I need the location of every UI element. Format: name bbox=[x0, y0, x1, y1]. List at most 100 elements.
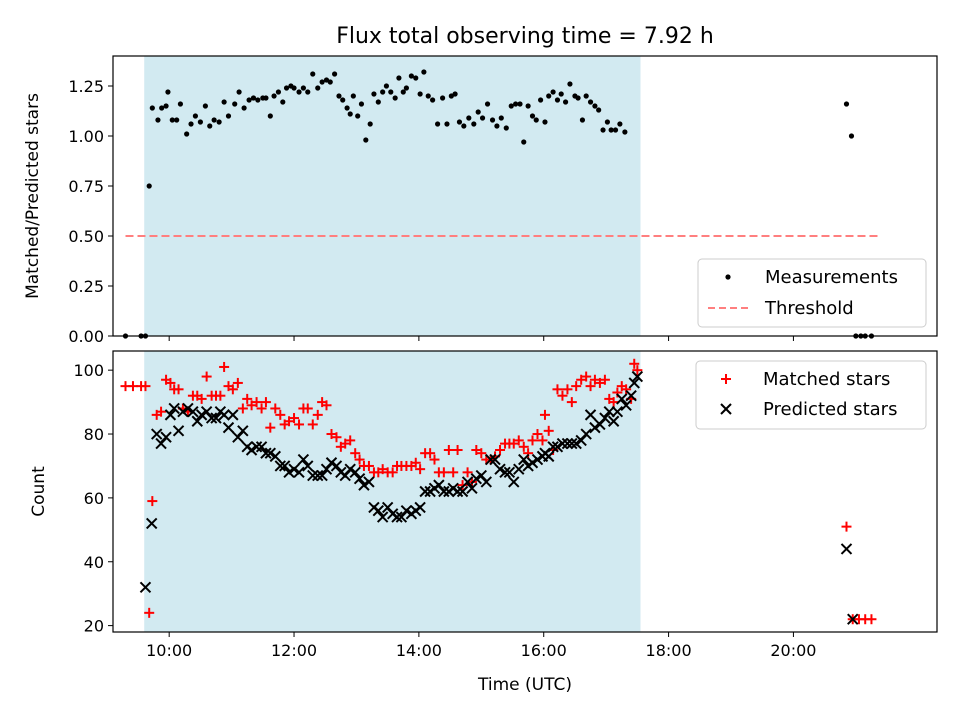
measurement-point bbox=[310, 71, 316, 77]
measurement-point bbox=[275, 89, 282, 95]
matched-star-point bbox=[275, 409, 286, 420]
matched-star-point bbox=[289, 413, 300, 424]
predicted-star-point bbox=[269, 450, 282, 463]
matched-star-point bbox=[410, 457, 421, 468]
measurement-point bbox=[358, 101, 365, 107]
predicted-star-point bbox=[288, 463, 300, 475]
matched-star-point bbox=[144, 607, 155, 618]
matched-star-point bbox=[345, 435, 356, 446]
measurement-point bbox=[263, 95, 269, 101]
matched-legend-marker bbox=[721, 374, 731, 384]
measurement-point bbox=[340, 97, 346, 103]
predicted-star-point bbox=[164, 409, 177, 421]
matched-star-point bbox=[201, 371, 212, 382]
predicted-star-point bbox=[456, 485, 469, 498]
matched-star-point bbox=[270, 403, 281, 414]
ratio-panel: 0.00 0.25 0.50 0.75 1.00 1.25 Matched/Predict… bbox=[23, 55, 938, 346]
predicted-star-point bbox=[840, 543, 853, 555]
measurement-point bbox=[236, 89, 242, 95]
predicted-star-point bbox=[466, 482, 478, 495]
predicted-star-point bbox=[293, 466, 305, 479]
predicted-star-point bbox=[353, 473, 366, 485]
predicted-star-point bbox=[438, 485, 450, 498]
measurement-point bbox=[149, 105, 155, 111]
predicted-star-point bbox=[480, 476, 493, 488]
predicted-star-point bbox=[628, 377, 640, 389]
measurement-point bbox=[466, 115, 472, 121]
measurement-point bbox=[498, 115, 504, 121]
predicted-star-point bbox=[245, 444, 258, 456]
measurement-point bbox=[452, 91, 458, 97]
count-panel: 20 40 60 80 100 10:00 12:00 14:00 16:00 18:00 20:… bbox=[29, 350, 938, 695]
measurement-point bbox=[355, 113, 361, 119]
y-tick-label: 1.25 bbox=[68, 77, 104, 96]
predicted-star-point bbox=[325, 457, 338, 469]
measurement-point bbox=[211, 117, 217, 123]
matched-star-point bbox=[599, 374, 610, 385]
predicted-star-point bbox=[499, 466, 511, 479]
legend-threshold-label: Threshold bbox=[764, 298, 854, 319]
measurement-point bbox=[403, 85, 409, 91]
measurement-point bbox=[484, 101, 491, 107]
measurement-point bbox=[575, 95, 581, 101]
matched-star-point bbox=[251, 397, 262, 408]
x-tick-label: 12:00 bbox=[271, 641, 317, 660]
matched-star-point bbox=[513, 435, 524, 446]
legend-matched-label: Matched stars bbox=[763, 369, 890, 390]
measurement-point bbox=[232, 101, 238, 107]
predicted-legend-marker bbox=[720, 403, 732, 415]
predicted-star-point bbox=[168, 402, 180, 415]
predicted-star-point bbox=[484, 453, 497, 466]
matched-stars-points bbox=[120, 358, 877, 625]
predicted-star-point bbox=[160, 431, 172, 443]
matched-star-point bbox=[302, 403, 313, 414]
predicted-star-point bbox=[470, 473, 483, 485]
bottom-legend-box bbox=[695, 360, 927, 430]
matched-star-point bbox=[562, 384, 573, 395]
measurement-point bbox=[413, 75, 419, 81]
predicted-star-point bbox=[566, 437, 578, 450]
measurement-point bbox=[508, 103, 514, 109]
measurement-point bbox=[165, 89, 171, 95]
predicted-star-point bbox=[611, 405, 624, 418]
matched-star-point bbox=[147, 496, 158, 507]
predicted-star-point bbox=[503, 466, 516, 479]
predicted-star-point bbox=[620, 399, 632, 411]
predicted-star-point bbox=[551, 441, 564, 453]
y-tick-label: 1.00 bbox=[68, 127, 104, 146]
predicted-star-point bbox=[547, 441, 559, 453]
matched-star-point bbox=[219, 361, 230, 372]
bottom-axes-frame bbox=[112, 350, 938, 633]
measurement-point bbox=[558, 91, 564, 97]
predicted-star-point bbox=[316, 469, 328, 482]
y-tick-label: 40 bbox=[84, 553, 104, 572]
predicted-star-point bbox=[172, 425, 185, 437]
predicted-star-point bbox=[847, 613, 859, 625]
measurement-point bbox=[529, 113, 536, 119]
matched-star-point bbox=[307, 419, 318, 430]
matched-star-point bbox=[571, 381, 582, 392]
predicted-legend-cross bbox=[720, 403, 732, 415]
predicted-star-point bbox=[461, 476, 474, 488]
measurement-point bbox=[250, 95, 257, 101]
matched-star-point bbox=[321, 400, 332, 411]
measurement-point bbox=[216, 119, 222, 125]
legend-predicted-label: Predicted stars bbox=[763, 399, 897, 420]
matched-star-point bbox=[294, 419, 305, 430]
measurement-point bbox=[159, 105, 165, 111]
measurement-point bbox=[521, 139, 527, 145]
measurement-point bbox=[550, 89, 556, 95]
measurement-point bbox=[177, 101, 184, 107]
top-legend-box bbox=[697, 258, 927, 328]
measurement-point bbox=[367, 121, 373, 127]
predicted-stars-points bbox=[139, 370, 859, 625]
measurement-point bbox=[155, 117, 161, 123]
observing-window-span-bottom bbox=[144, 351, 641, 632]
predicted-star-point bbox=[400, 504, 413, 517]
measurement-point bbox=[296, 89, 302, 95]
measurements-legend-marker bbox=[725, 274, 731, 280]
measurement-point bbox=[430, 97, 436, 103]
matched-star-point bbox=[140, 381, 151, 392]
matched-star-point bbox=[415, 464, 426, 475]
